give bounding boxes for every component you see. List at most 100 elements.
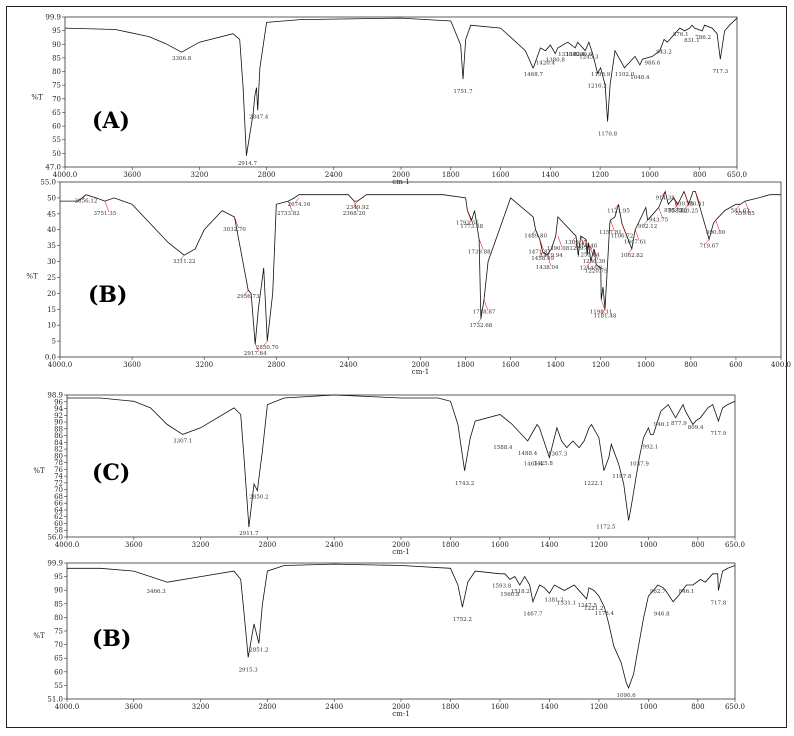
peak-leader bbox=[744, 201, 750, 213]
peak-label: 1419.94 bbox=[540, 248, 563, 259]
peak-leader bbox=[538, 251, 543, 258]
peak-leader bbox=[634, 229, 640, 241]
peak-value: 831.1 bbox=[684, 38, 700, 44]
peak-label: 1090.6 bbox=[617, 693, 637, 699]
x-tick-label: 2000 bbox=[392, 703, 410, 711]
y-tick-label: 35 bbox=[47, 242, 56, 250]
peak-value: 1488.4 bbox=[518, 451, 538, 457]
peak-value: 2851.2 bbox=[249, 647, 268, 653]
peak-label: 1178.4 bbox=[595, 611, 615, 617]
peak-leader bbox=[614, 204, 619, 210]
peak-leader bbox=[580, 236, 585, 248]
spectrum-line bbox=[64, 17, 738, 156]
y-tick-label: 55 bbox=[52, 136, 61, 144]
peak-value: 1420.4 bbox=[536, 61, 556, 67]
peak-leader bbox=[263, 340, 268, 347]
x-tick-label: 1600 bbox=[502, 361, 520, 369]
peak-value: 986.6 bbox=[645, 60, 661, 66]
peak-leader bbox=[571, 235, 577, 242]
x-axis-label: cm-1 bbox=[392, 548, 409, 556]
peak-leader bbox=[658, 207, 663, 219]
peak-value: 717.3 bbox=[712, 69, 728, 75]
y-tick-label: 5 bbox=[52, 338, 56, 346]
peak-value: 943.75 bbox=[649, 217, 669, 223]
peak-label: 1471.81 bbox=[528, 239, 551, 255]
peak-value: 3856.12 bbox=[75, 199, 98, 205]
x-tick-label: 3200 bbox=[190, 171, 208, 179]
peak-label: 2850.2 bbox=[249, 495, 268, 501]
peak-label: 943.2 bbox=[656, 49, 672, 55]
panel-label: (A) bbox=[92, 108, 130, 134]
peak-value: 1048.4 bbox=[630, 75, 650, 81]
peak-value: 1419.94 bbox=[540, 253, 563, 259]
peak-value: 1230.30 bbox=[583, 259, 606, 265]
peak-leader bbox=[467, 220, 472, 226]
peak-label: 1048.4 bbox=[630, 75, 650, 81]
peak-label: 3466.3 bbox=[147, 589, 167, 595]
peak-label: 876.1 bbox=[673, 32, 689, 38]
peak-value: 1560.8 bbox=[500, 592, 520, 598]
peak-value: 1178.4 bbox=[595, 611, 615, 617]
peak-leader bbox=[254, 344, 260, 353]
peak-leader bbox=[660, 191, 666, 197]
peak-leader bbox=[684, 204, 689, 210]
y-axis-label: %T bbox=[33, 632, 45, 640]
peak-leader bbox=[600, 299, 606, 311]
y-tick-label: 82 bbox=[54, 446, 63, 454]
x-tick-label: 3200 bbox=[195, 361, 213, 369]
x-tick-label: 4000.0 bbox=[55, 703, 80, 711]
y-tick-label: 74 bbox=[54, 473, 63, 481]
peak-label: 717.9 bbox=[711, 431, 727, 437]
x-tick-label: 650.0 bbox=[725, 703, 745, 711]
peak-value: 1367.3 bbox=[548, 452, 568, 458]
peak-value: 914.38 bbox=[656, 196, 676, 202]
peak-value: 1247.5 bbox=[578, 603, 598, 609]
spectrum-line bbox=[60, 190, 781, 345]
peak-value: 1489.80 bbox=[524, 234, 547, 240]
y-axis-label: %T bbox=[31, 94, 43, 102]
y-tick-label: 96 bbox=[54, 398, 63, 406]
y-tick-label: 90 bbox=[54, 587, 63, 595]
y-tick-label: 0.0 bbox=[45, 354, 56, 362]
peak-value: 1390.08 bbox=[547, 246, 570, 252]
peak-value: 830.15 bbox=[674, 202, 694, 208]
peak-label: 1390.08 bbox=[547, 236, 570, 252]
peak-leader bbox=[104, 201, 110, 213]
peak-value: 1773.68 bbox=[460, 224, 483, 230]
peak-label: 877.9 bbox=[671, 421, 687, 427]
y-tick-label: 85 bbox=[54, 600, 63, 608]
peak-leader bbox=[476, 318, 482, 324]
x-tick-label: 1600 bbox=[491, 703, 509, 711]
peak-value: 2733.82 bbox=[277, 211, 300, 217]
peak-label: 1773.68 bbox=[460, 220, 484, 230]
peak-value: 1751.7 bbox=[453, 89, 473, 95]
x-tick-label: 1400 bbox=[541, 541, 559, 549]
peak-label: 1560.8 bbox=[500, 592, 520, 598]
peak-label: 946.1 bbox=[654, 422, 670, 428]
peak-label: 1458.49 bbox=[531, 251, 554, 262]
y-tick-label: 75 bbox=[52, 82, 61, 90]
peak-label: 992.12 bbox=[638, 220, 657, 230]
x-tick-label: 1000 bbox=[639, 541, 657, 549]
y-tick-label: 62 bbox=[54, 513, 63, 521]
peak-label: 1489.80 bbox=[524, 229, 548, 240]
x-tick-label: 1800 bbox=[457, 361, 475, 369]
peak-value: 1106.72 bbox=[611, 233, 634, 239]
y-tick-label: 75 bbox=[54, 628, 63, 636]
y-axis-label: %T bbox=[33, 467, 45, 475]
peak-label: 581.62 bbox=[731, 204, 750, 214]
y-tick-label: 40 bbox=[47, 226, 56, 234]
peak-value: 1465.4 bbox=[524, 462, 544, 468]
peak-value: 946.8 bbox=[654, 612, 670, 618]
y-tick-label: 95 bbox=[52, 27, 61, 35]
x-tick-label: 1200 bbox=[592, 361, 610, 369]
x-tick-label: 400.0 bbox=[771, 361, 791, 369]
peak-value: 1381.2 bbox=[545, 597, 564, 603]
peak-label: 962.7 bbox=[650, 589, 666, 595]
peak-value: 1438.04 bbox=[536, 265, 559, 271]
peak-label: 1468.7 bbox=[524, 72, 544, 78]
peak-label: 946.8 bbox=[654, 612, 670, 618]
y-tick-label: 64 bbox=[54, 506, 63, 514]
y-tick-label: 98.9 bbox=[47, 392, 63, 400]
peak-label: 2914.7 bbox=[238, 161, 258, 167]
